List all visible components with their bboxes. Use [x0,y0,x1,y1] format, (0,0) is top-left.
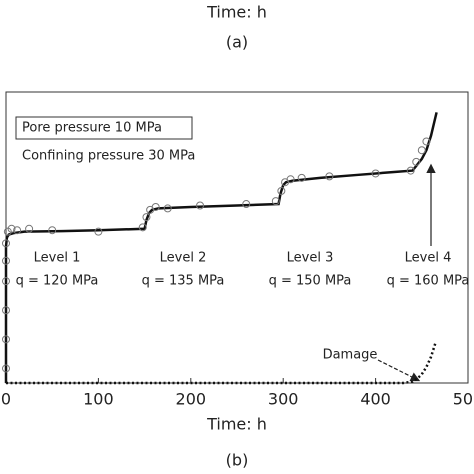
data-point [13,226,22,235]
data-point [151,202,160,211]
data-point [196,201,205,210]
damage-text: Damage [323,348,378,363]
level-q: q = 160 MPa [387,274,470,289]
level-q: q = 120 MPa [16,274,99,289]
data-point [422,137,431,146]
level-name: Level 3 [287,251,334,266]
data-point [277,186,286,195]
x-tick-label: 0 [1,390,11,409]
data-point [271,197,280,206]
pore-text: Pore pressure 10 MPa [22,121,162,136]
level-name: Level 1 [34,251,81,266]
x-tick-label: 300 [268,390,299,409]
data-point [417,146,426,155]
x-tick-label: 500 [453,390,474,409]
level-q: q = 150 MPa [269,274,352,289]
data-point [406,166,415,175]
damage-line [6,341,437,385]
top-panel-label: (a) [226,33,248,52]
x-tick-label: 100 [83,390,114,409]
level-name: Level 4 [405,251,452,266]
data-point [25,224,34,233]
data-point [371,169,380,178]
level-q: q = 135 MPa [142,274,225,289]
legend-box [15,116,193,140]
data-point [138,223,147,232]
data-point [142,213,151,222]
data-point [2,306,10,315]
data-point [412,157,421,166]
data-point [7,224,16,233]
arrow [377,359,421,382]
x-tick-label: 200 [176,390,207,409]
data-point [286,175,295,184]
confining-text: Confining pressure 30 MPa [22,149,195,164]
data-point [2,239,10,248]
data-point [48,226,57,235]
data-point [163,204,172,213]
data-point [2,277,10,286]
model-line [4,112,438,383]
data-point [2,335,10,344]
x-axis-label: Time: h [206,415,267,434]
data-point [2,256,10,265]
x-tick-label: 400 [360,390,391,409]
data-point [325,172,334,181]
data-point [2,364,10,373]
data-point [94,227,103,236]
top-axis-label: Time: h [206,3,267,22]
level-name: Level 2 [160,251,207,266]
data-point [242,200,251,209]
panel-label: (b) [226,451,249,470]
data-point [297,173,306,182]
